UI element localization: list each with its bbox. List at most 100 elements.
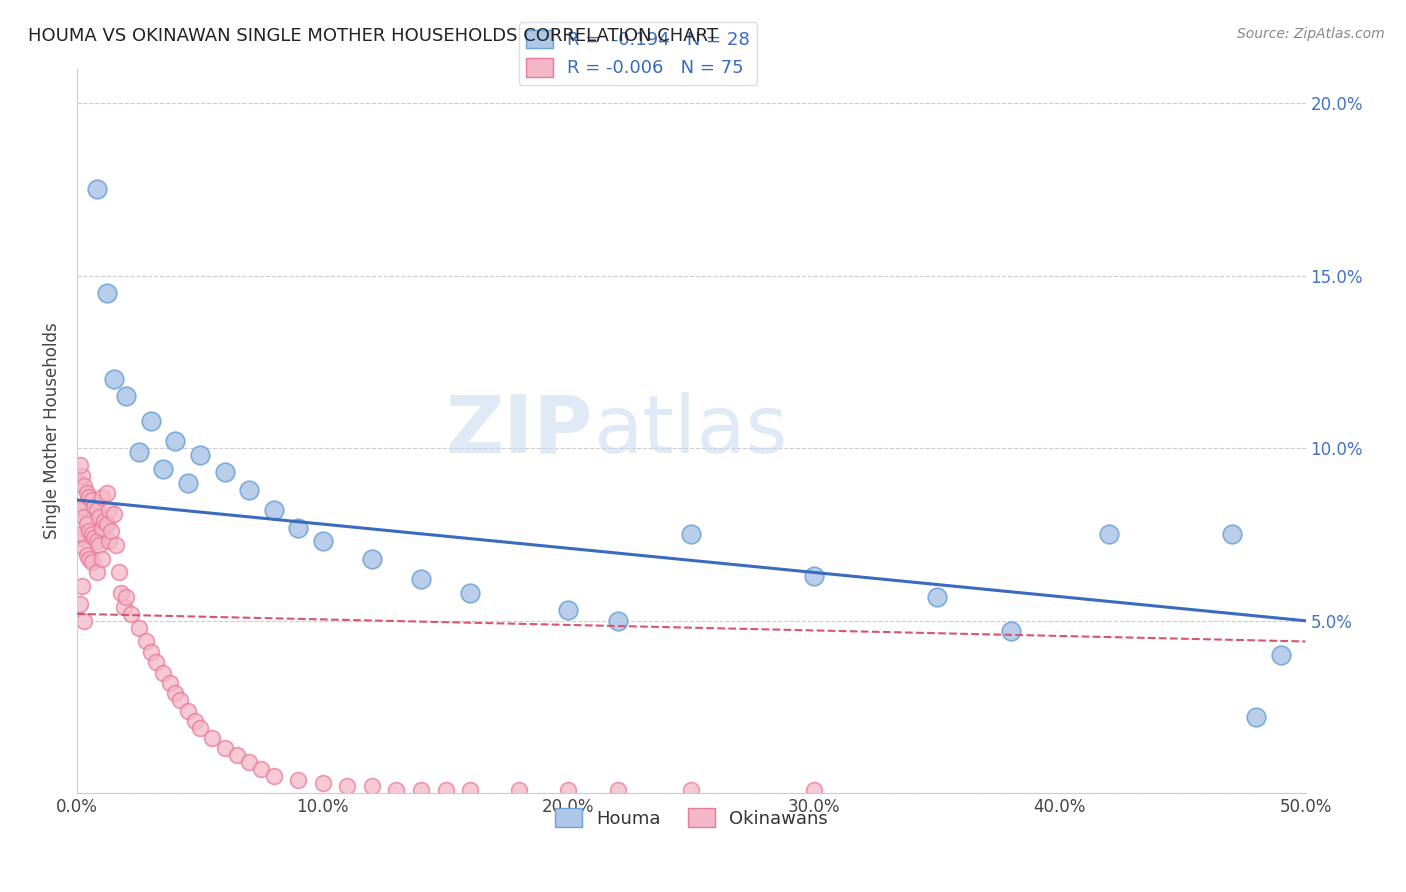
Text: HOUMA VS OKINAWAN SINGLE MOTHER HOUSEHOLDS CORRELATION CHART: HOUMA VS OKINAWAN SINGLE MOTHER HOUSEHOL… <box>28 27 718 45</box>
Point <box>925 590 948 604</box>
Point <box>458 586 481 600</box>
Point <box>409 572 432 586</box>
Point <box>90 520 112 534</box>
Point <box>108 566 131 580</box>
Point <box>361 551 384 566</box>
Text: ZIP: ZIP <box>446 392 593 470</box>
Point <box>80 527 103 541</box>
Point <box>1246 710 1268 724</box>
Point <box>69 531 91 545</box>
Point <box>100 524 122 538</box>
Point <box>225 748 247 763</box>
Point <box>69 597 91 611</box>
Point <box>80 492 103 507</box>
Point <box>73 541 96 556</box>
Point <box>90 551 112 566</box>
Legend: Houma, Okinawans: Houma, Okinawans <box>547 801 835 835</box>
Point <box>176 704 198 718</box>
Point <box>169 693 191 707</box>
Point <box>86 182 108 196</box>
Point <box>139 645 162 659</box>
Point <box>69 458 91 473</box>
Point <box>385 783 408 797</box>
Point <box>312 776 335 790</box>
Point <box>69 503 91 517</box>
Point <box>165 434 187 449</box>
Text: atlas: atlas <box>593 392 787 470</box>
Point <box>139 414 162 428</box>
Point <box>96 517 118 532</box>
Point <box>312 534 335 549</box>
Point <box>508 783 530 797</box>
Point <box>73 510 96 524</box>
Point <box>70 500 93 514</box>
Point <box>115 590 138 604</box>
Point <box>80 555 103 569</box>
Point <box>458 783 481 797</box>
Point <box>98 534 121 549</box>
Point <box>76 486 98 500</box>
Point <box>1000 624 1022 639</box>
Point <box>105 538 128 552</box>
Point <box>1220 527 1243 541</box>
Point <box>96 486 118 500</box>
Point <box>803 783 825 797</box>
Point <box>89 510 111 524</box>
Point <box>238 483 260 497</box>
Point <box>557 783 579 797</box>
Point <box>70 579 93 593</box>
Point <box>1098 527 1121 541</box>
Point <box>803 569 825 583</box>
Point <box>128 444 150 458</box>
Point <box>263 769 285 783</box>
Point <box>96 285 118 300</box>
Point <box>606 614 628 628</box>
Point <box>1270 648 1292 663</box>
Text: Source: ZipAtlas.com: Source: ZipAtlas.com <box>1237 27 1385 41</box>
Point <box>128 621 150 635</box>
Point <box>115 389 138 403</box>
Point <box>86 534 108 549</box>
Point <box>287 772 309 787</box>
Point <box>361 780 384 794</box>
Point <box>336 780 359 794</box>
Point <box>681 783 703 797</box>
Point <box>606 783 628 797</box>
Point <box>287 520 309 534</box>
Point <box>70 468 93 483</box>
Point <box>73 479 96 493</box>
Point <box>79 524 101 538</box>
Point <box>214 466 236 480</box>
Point <box>201 731 224 745</box>
Point <box>83 500 105 514</box>
Point <box>238 756 260 770</box>
Point <box>90 490 112 504</box>
Point <box>120 607 142 621</box>
Point <box>145 655 167 669</box>
Point <box>83 531 105 545</box>
Point <box>557 603 579 617</box>
Point <box>79 490 101 504</box>
Point <box>263 503 285 517</box>
Point <box>103 507 125 521</box>
Point <box>434 783 457 797</box>
Point <box>86 503 108 517</box>
Point <box>98 503 121 517</box>
Y-axis label: Single Mother Households: Single Mother Households <box>44 323 60 540</box>
Point <box>188 448 211 462</box>
Point <box>152 665 174 680</box>
Point <box>69 475 91 490</box>
Point <box>188 721 211 735</box>
Point <box>73 614 96 628</box>
Point <box>214 741 236 756</box>
Point <box>86 566 108 580</box>
Point <box>409 783 432 797</box>
Point <box>135 634 157 648</box>
Point <box>103 372 125 386</box>
Point <box>152 462 174 476</box>
Point <box>110 586 132 600</box>
Point <box>176 475 198 490</box>
Point <box>70 527 93 541</box>
Point <box>159 676 181 690</box>
Point <box>681 527 703 541</box>
